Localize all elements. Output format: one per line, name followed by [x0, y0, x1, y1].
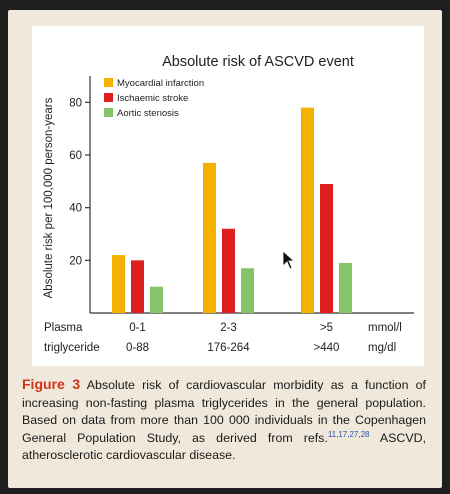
x-label-mgdl: >440 — [314, 342, 340, 354]
legend-swatch — [104, 108, 113, 117]
legend-swatch — [104, 93, 113, 102]
x-unit-mmol: mmol/l — [368, 322, 402, 334]
chart-title: Absolute risk of ASCVD event — [162, 54, 354, 70]
x-label-mmol: 0-1 — [129, 322, 146, 334]
legend-swatch — [104, 78, 113, 87]
x-label-mgdl: 0-88 — [126, 342, 149, 354]
bar-3-3 — [339, 262, 352, 313]
bar-3-1 — [150, 286, 163, 313]
y-tick-label: 20 — [69, 255, 82, 267]
bar-2-1 — [131, 260, 144, 313]
figure-label: Figure 3 — [22, 376, 81, 392]
y-tick-label: 80 — [69, 97, 82, 109]
caption-text-2: ASCVD, atherosclerotic cardiovascular di… — [22, 430, 427, 463]
legend-label: Ischaemic stroke — [117, 93, 188, 104]
legend: Myocardial infarction Ischaemic stroke Aor… — [104, 78, 204, 119]
y-tick-label: 60 — [69, 150, 82, 162]
y-axis-label: Absolute risk per 100,000 person-years — [43, 97, 55, 298]
x-row-label-triglyceride: triglyceride — [44, 342, 100, 354]
bar-1-2 — [203, 162, 216, 313]
y-tick-label: 40 — [69, 203, 82, 215]
x-unit-mgdl: mg/dl — [368, 342, 396, 354]
figure-caption: Figure 3 Absolute risk of cardiovascular… — [22, 376, 426, 465]
bar-3-2 — [241, 268, 254, 313]
legend-label: Aortic stenosis — [117, 108, 179, 119]
bar-1-3 — [301, 107, 314, 313]
bar-1-1 — [112, 255, 125, 313]
bar-2-2 — [222, 228, 235, 313]
x-axis-labels: Plasma triglyceride mmol/l mg/dl 0-1 2-3 >… — [44, 322, 402, 354]
caption-text-1: Absolute risk of cardiovascular morbidit… — [22, 378, 426, 445]
mouse-cursor-icon — [282, 250, 296, 270]
x-label-mmol: >5 — [320, 322, 333, 334]
x-row-label-plasma: Plasma — [44, 322, 83, 334]
bar-2-3 — [320, 183, 333, 313]
caption-refs[interactable]: 11,17,27,28 — [327, 429, 370, 439]
y-ticks: 20 40 60 80 — [69, 97, 90, 267]
legend-label: Myocardial infarction — [117, 78, 204, 89]
x-label-mgdl: 176-264 — [207, 342, 250, 354]
bar-group — [112, 107, 352, 313]
x-label-mmol: 2-3 — [220, 322, 237, 334]
